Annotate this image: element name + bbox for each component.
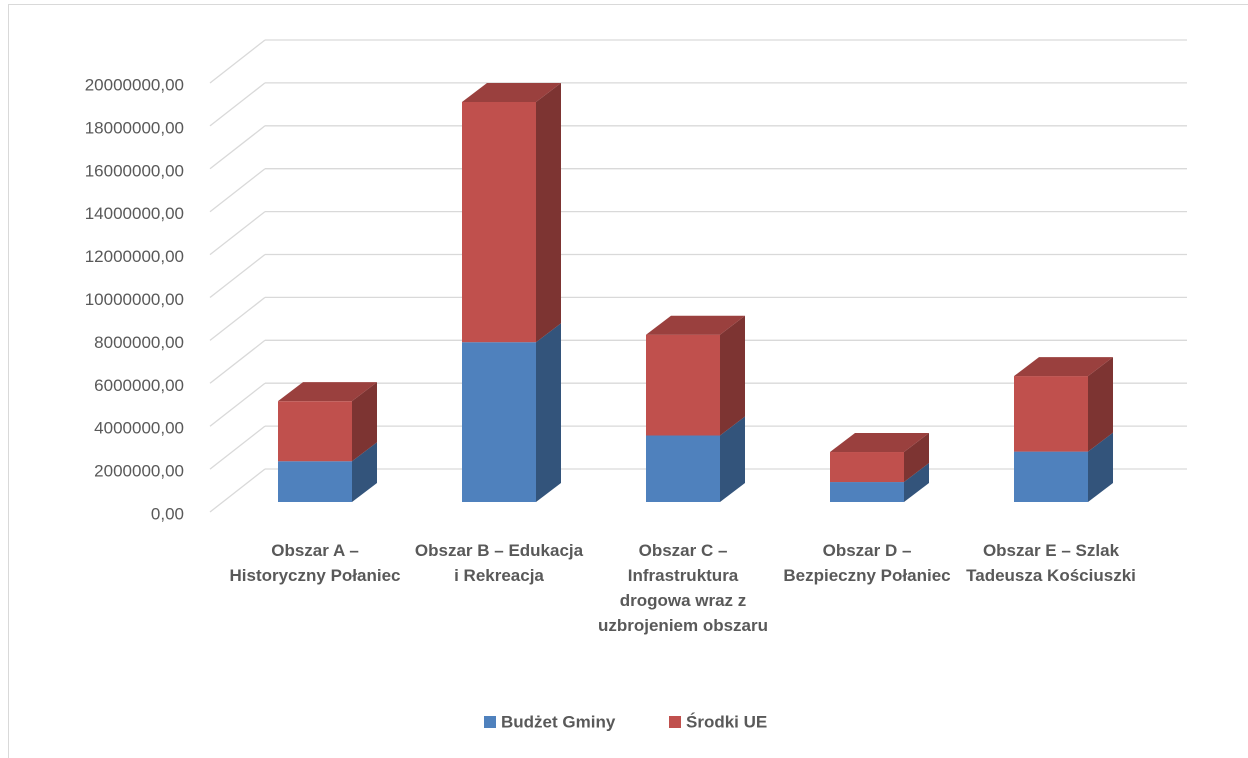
x-tick-label: Obszar B – Edukacja i Rekreacja (414, 541, 584, 585)
bar (462, 101, 536, 343)
legend-swatch (669, 716, 681, 728)
bar-side (352, 442, 377, 502)
y-tick-label: 8000000,00 (94, 333, 184, 352)
grid-line-side (209, 125, 266, 170)
bar-side (1088, 432, 1113, 502)
y-tick-label: 14000000,00 (85, 204, 184, 223)
bar (462, 342, 536, 502)
bar (830, 452, 904, 483)
grid-line-side (209, 253, 266, 299)
x-tick-label: Obszar A – Historyczny Połaniec (229, 541, 401, 585)
x-tick-label: Obszar E – Szlak Tadeusza Kościuszki (966, 541, 1136, 585)
grid-line-side (209, 382, 266, 427)
bar (1014, 451, 1088, 502)
bar-top (1014, 357, 1113, 377)
grid-line-side (209, 82, 266, 127)
y-tick-label: 20000000,00 (85, 75, 184, 94)
bar-side (904, 463, 929, 502)
y-tick-label: 18000000,00 (85, 118, 184, 137)
legend-label: Budżet Gminy (501, 712, 616, 731)
bar-side (720, 315, 745, 436)
bar (278, 401, 352, 462)
grid-line-side (209, 425, 266, 470)
grid-line-side (209, 339, 266, 384)
bar-side (352, 382, 377, 462)
bar (278, 461, 352, 502)
x-tick-label: Obszar D – Bezpieczny Połaniec (783, 541, 951, 585)
grid-line-side (209, 468, 266, 513)
bar-side (536, 323, 561, 502)
bar-side (720, 416, 745, 502)
bar-top (278, 382, 377, 402)
y-tick-label: 2000000,00 (94, 462, 184, 481)
y-tick-label: 4000000,00 (94, 419, 184, 438)
bar-top (830, 433, 929, 453)
grid-line-side (209, 39, 266, 84)
bar (646, 334, 720, 436)
y-tick-label: 6000000,00 (94, 376, 184, 395)
legend-label: Środki UE (686, 712, 767, 731)
y-tick-label: 16000000,00 (85, 161, 184, 180)
legend-swatch (484, 716, 496, 728)
bar-top (462, 82, 561, 102)
grid-line-side (209, 211, 266, 256)
chart-border (8, 4, 1248, 758)
bar-top (646, 315, 745, 335)
bar (1014, 376, 1088, 452)
grid-line-side (209, 168, 266, 213)
grid-line-side (209, 296, 266, 341)
bar-side (536, 82, 561, 343)
x-tick-label: Obszar C – Infrastruktura drogowa wraz z… (597, 541, 769, 635)
y-tick-label: 10000000,00 (85, 290, 184, 309)
bar (830, 482, 904, 502)
bar-side (1088, 357, 1113, 452)
bar (646, 435, 720, 502)
y-tick-label: 12000000,00 (85, 247, 184, 266)
bar-side (904, 433, 929, 483)
y-tick-label: 0,00 (151, 504, 184, 523)
